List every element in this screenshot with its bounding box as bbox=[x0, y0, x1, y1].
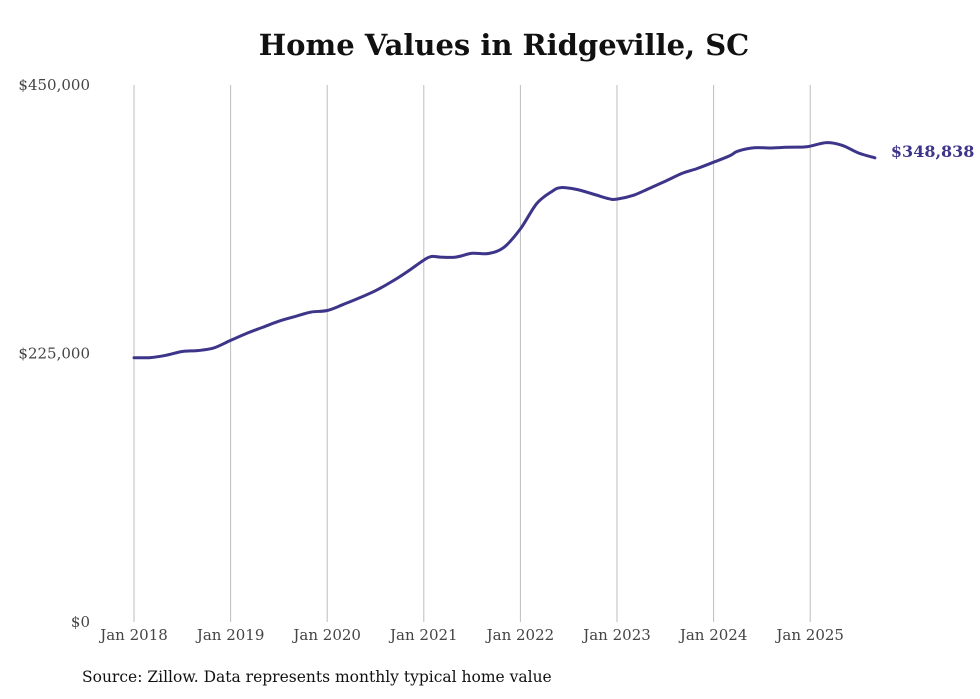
y-tick-label: $0 bbox=[71, 613, 90, 631]
x-tick-label: Jan 2022 bbox=[485, 626, 555, 644]
x-tick-label: Jan 2020 bbox=[291, 626, 361, 644]
x-tick-label: Jan 2019 bbox=[195, 626, 265, 644]
chart-title: Home Values in Ridgeville, SC bbox=[258, 28, 750, 62]
x-axis-ticks: Jan 2018 Jan 2019 Jan 2020 Jan 2021 Jan 2022… bbox=[98, 626, 844, 644]
x-tick-label: Jan 2021 bbox=[388, 626, 458, 644]
x-tick-label: Jan 2018 bbox=[98, 626, 168, 644]
vertical-gridlines bbox=[133, 85, 811, 622]
x-tick-label: Jan 2023 bbox=[581, 626, 651, 644]
y-tick-label: $450,000 bbox=[18, 76, 90, 94]
y-tick-label: $225,000 bbox=[18, 345, 90, 363]
end-value-label: $348,838 bbox=[891, 142, 975, 161]
series-layer bbox=[132, 141, 877, 360]
source-note: Source: Zillow. Data represents monthly … bbox=[82, 668, 552, 686]
x-tick-label: Jan 2025 bbox=[774, 626, 844, 644]
series-line-1 bbox=[132, 141, 877, 360]
y-axis-ticks: $0 $225,000 $450,000 bbox=[18, 76, 90, 631]
x-tick-label: Jan 2024 bbox=[678, 626, 748, 644]
